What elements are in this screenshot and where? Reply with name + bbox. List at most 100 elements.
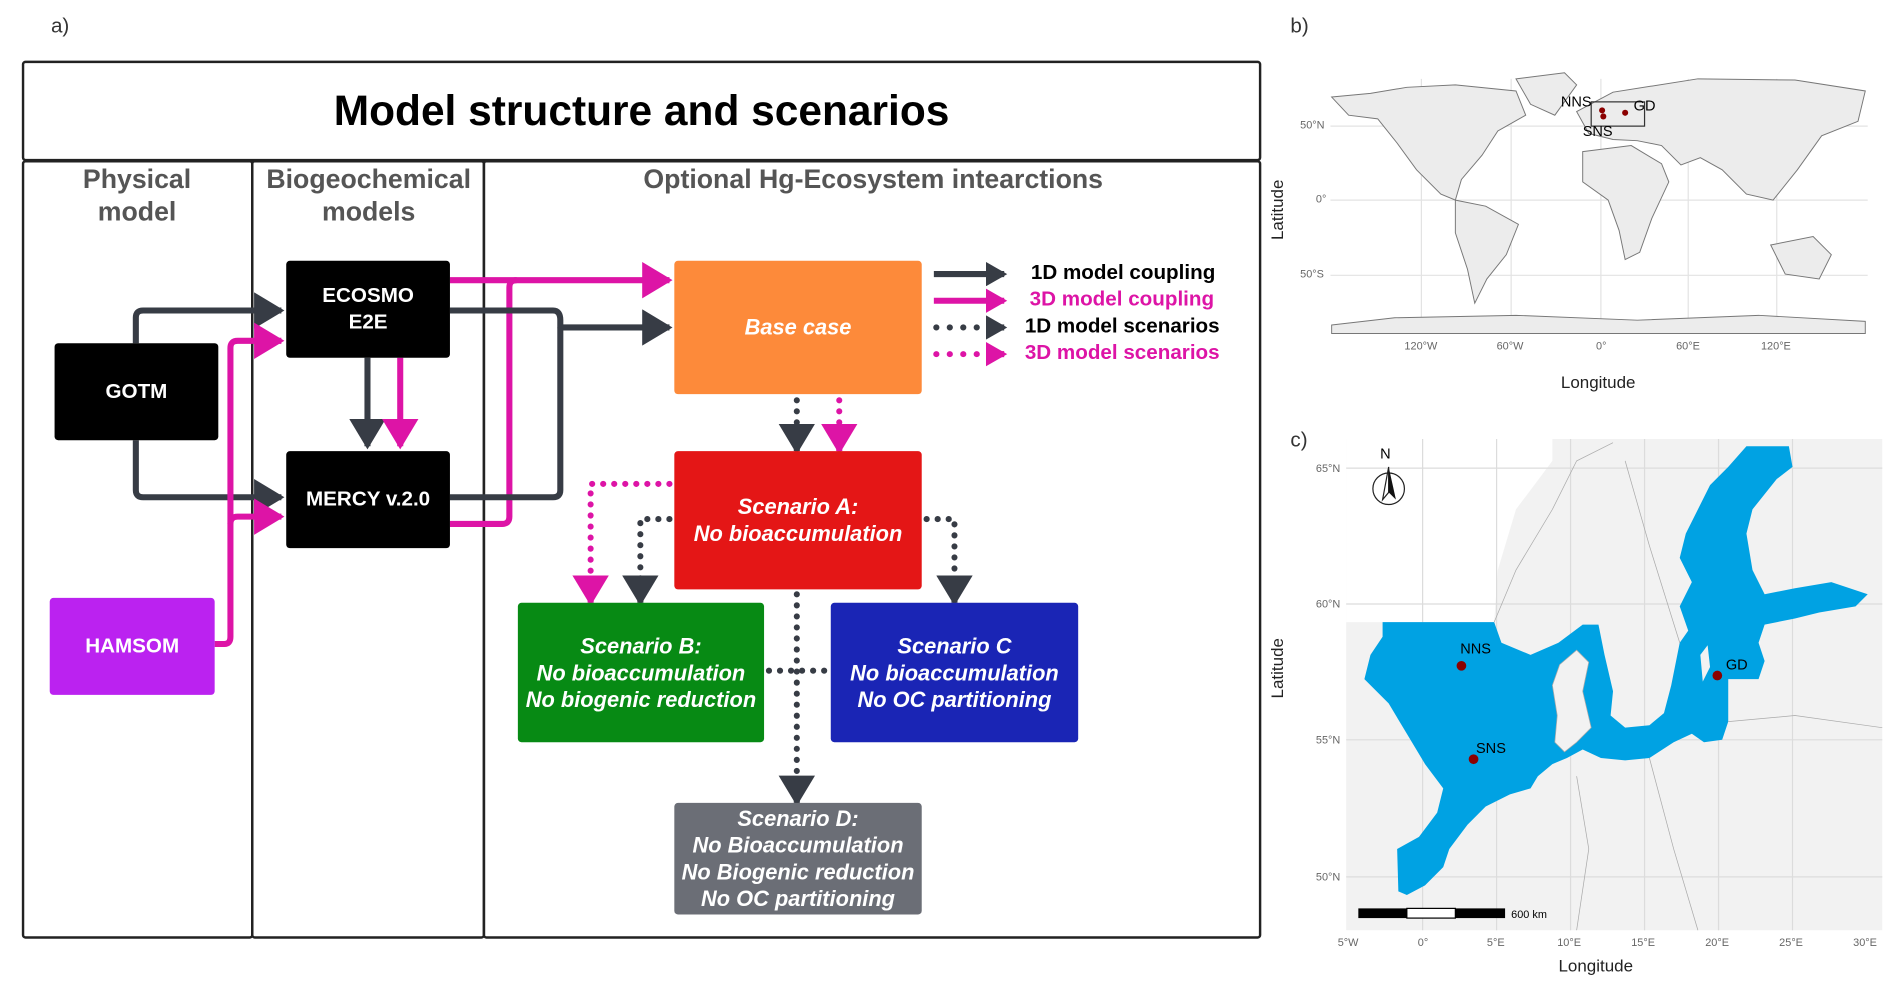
ecosmo-box: ECOSMO E2E <box>286 260 450 358</box>
x-tick: 15°E <box>1631 936 1656 949</box>
north-arrow-icon <box>1372 466 1406 506</box>
arrow-hamsom-mercy <box>227 498 285 535</box>
regional-y-label: Latitude <box>1267 638 1287 699</box>
y-tick: 50°N <box>1300 118 1325 131</box>
arrow-a-c-1d <box>923 516 958 591</box>
column-header-biogeochemical: Biogeochemical models <box>266 163 472 227</box>
scale-bar-label: 600 km <box>1511 908 1547 921</box>
mercy-label: MERCY v.2.0 <box>306 487 431 511</box>
scenario-d-box: Scenario D: No Bioaccumulation No Biogenic… <box>674 802 922 915</box>
x-tick: 30°E <box>1853 936 1877 949</box>
scenario-b-line: No biogenic reduction <box>525 687 757 712</box>
diagram-title: Model structure and scenarios <box>21 60 1262 162</box>
scenario-b-line: No bioaccumulation <box>536 660 746 685</box>
scenario-c-line: No bioaccumulation <box>850 660 1059 685</box>
x-tick: 20°E <box>1705 936 1729 949</box>
site-marker-nns <box>1456 660 1467 671</box>
arrow-gotm-ecosmo <box>132 292 285 344</box>
scenario-c-line: No OC partitioning <box>857 687 1052 712</box>
australia <box>1769 235 1832 280</box>
gotm-box: GOTM <box>54 343 219 441</box>
arrow-a-b-1d <box>637 516 673 591</box>
y-tick: 55°N <box>1315 733 1341 746</box>
gotm-label: GOTM <box>105 379 168 403</box>
scenario-a-box: Scenario A: No bioaccumulation <box>674 451 922 590</box>
scenario-a-title: Scenario A: <box>737 494 859 520</box>
x-tick: 120°E <box>1760 339 1791 352</box>
hamsom-label: HAMSOM <box>85 634 180 658</box>
scenario-c-title: Scenario C <box>897 633 1012 658</box>
column-header-physical: Physical model <box>82 163 192 227</box>
site-label-sns: SNS <box>1475 739 1506 757</box>
column-header-hg: Optional Hg-Ecosystem intearctions <box>643 163 1104 195</box>
panel-c-label: c) <box>1290 428 1308 452</box>
base-case-label: Base case <box>744 315 852 340</box>
south-america <box>1454 199 1520 305</box>
x-tick: 25°E <box>1779 936 1803 949</box>
site-label-nns: NNS <box>1460 640 1491 658</box>
world-site-sns: SNS <box>1582 122 1613 140</box>
ecosmo-label-1: ECOSMO <box>322 283 414 307</box>
arrow-hamsom-ecosmo <box>214 322 285 648</box>
arrow-gotm-mercy <box>132 440 285 516</box>
scenario-b-title: Scenario B: <box>580 633 702 658</box>
antarctica <box>1331 314 1866 335</box>
scenario-d-line: No Biogenic reduction <box>681 859 915 885</box>
legend-1d-coupling: 1D model coupling <box>1030 260 1216 284</box>
arrow-mercy-base-3d <box>449 277 517 527</box>
scale-bar <box>1358 907 1506 919</box>
y-tick: 60°N <box>1315 597 1341 611</box>
legend-3d-coupling: 3D model coupling <box>1029 287 1215 311</box>
scenario-c-box: Scenario C No bioaccumulation No OC partit… <box>830 602 1079 743</box>
legend-1d-scenarios: 1D model scenarios <box>1024 314 1220 338</box>
site-marker-sns <box>1468 754 1479 765</box>
site-marker-gd <box>1712 670 1723 681</box>
column-hg-ecosystem <box>482 160 1262 939</box>
x-tick: 5°E <box>1486 936 1505 949</box>
denmark-land <box>1552 649 1592 753</box>
x-tick: 120°W <box>1404 339 1438 352</box>
open-sea-north <box>1346 439 1553 623</box>
greenland <box>1515 72 1578 116</box>
legend-3d-scenarios: 3D model scenarios <box>1024 340 1220 364</box>
x-tick: 10°E <box>1557 936 1582 949</box>
sea-water <box>1364 446 1868 896</box>
site-label-gd: GD <box>1725 656 1748 674</box>
scenario-a-line: No bioaccumulation <box>693 521 903 546</box>
arrow-a-b-3d <box>587 480 673 591</box>
scenario-b-box: Scenario B: No bioaccumulation No biogenic… <box>517 602 765 743</box>
scenario-d-line: No OC partitioning <box>700 886 896 911</box>
y-tick: 65°N <box>1315 462 1341 475</box>
x-tick: 0° <box>1596 339 1607 352</box>
world-site-nns: NNS <box>1560 93 1592 111</box>
africa <box>1582 145 1670 261</box>
site-marker-sns <box>1600 113 1607 120</box>
north-america <box>1330 84 1527 201</box>
base-case-box: Base case <box>674 260 922 395</box>
hamsom-box: HAMSOM <box>49 597 215 695</box>
y-tick: 0° <box>1315 192 1327 205</box>
eurasia <box>1575 78 1866 201</box>
world-x-label: Longitude <box>1560 372 1636 392</box>
site-marker-gd <box>1622 109 1629 116</box>
panel-b-label: b) <box>1290 14 1309 38</box>
y-tick: 50°N <box>1315 870 1341 883</box>
regional-x-label: Longitude <box>1558 955 1634 976</box>
x-tick: 60°E <box>1676 339 1700 352</box>
study-area-box <box>1590 101 1646 127</box>
north-label: N <box>1380 445 1391 463</box>
gotland-land <box>1700 645 1711 682</box>
x-tick: 0° <box>1417 936 1429 949</box>
arrow-ecosmo-base-1d <box>449 307 673 346</box>
site-marker-nns <box>1599 107 1606 114</box>
x-tick: 5°W <box>1337 936 1359 949</box>
panel-a-label: a) <box>50 14 70 38</box>
world-site-gd: GD <box>1633 97 1656 115</box>
arrow-mercy-base-1d <box>449 327 564 501</box>
ecosmo-label-2: E2E <box>348 310 388 334</box>
mercy-box: MERCY v.2.0 <box>286 451 450 549</box>
y-tick: 50°S <box>1300 268 1324 281</box>
x-tick: 60°W <box>1496 339 1524 352</box>
